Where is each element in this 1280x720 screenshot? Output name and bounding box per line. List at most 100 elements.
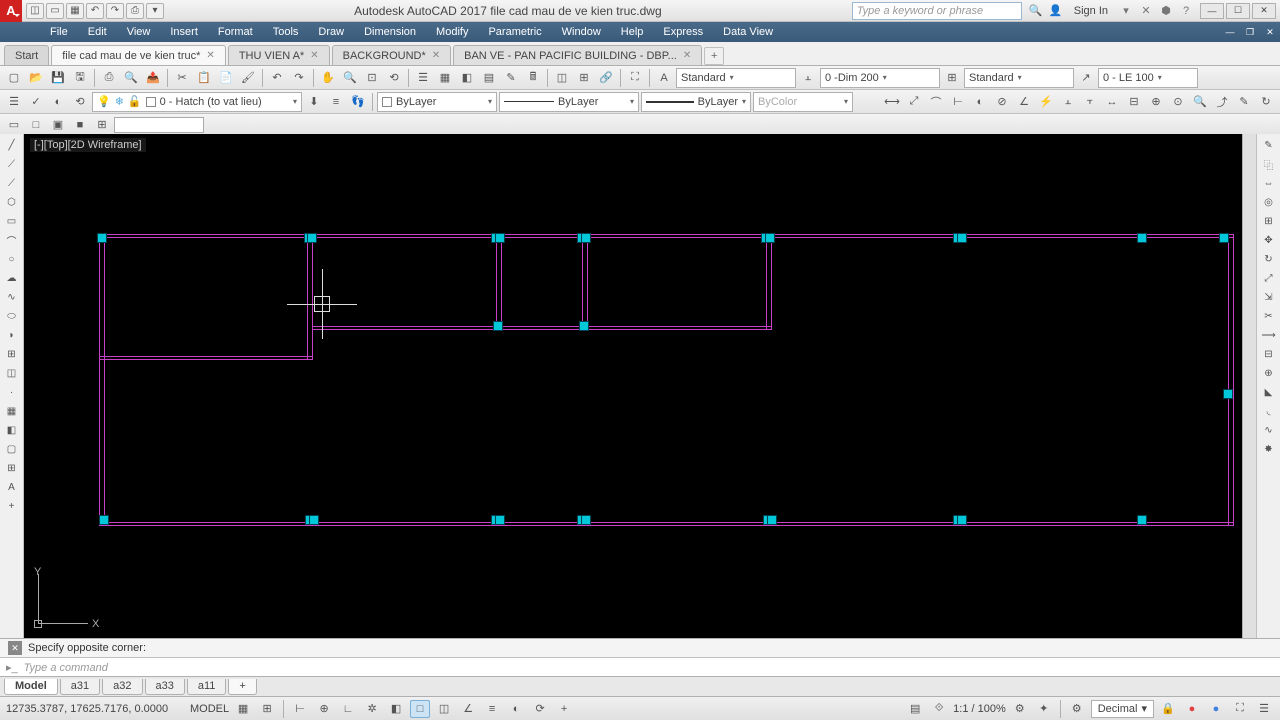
tolerance-icon[interactable]: ⊕ (1146, 92, 1166, 112)
layout-tab-2[interactable]: a32 (102, 679, 142, 695)
point-icon[interactable]: · (2, 383, 22, 401)
gradient-icon[interactable]: ◧ (2, 421, 22, 439)
circle-icon[interactable]: ○ (2, 250, 22, 268)
win-icon[interactable]: ⊞ (92, 115, 112, 135)
qcalc-icon[interactable]: 🖩 (523, 68, 543, 88)
ucs-icon[interactable]: X Y (38, 564, 98, 624)
copy-icon[interactable]: 📋 (194, 68, 214, 88)
text-style-dropdown[interactable]: Standard▾ (676, 68, 796, 88)
square-icon[interactable]: □ (26, 115, 46, 135)
dim-linear-icon[interactable]: ⟷ (882, 92, 902, 112)
tab-doc-0[interactable]: file cad mau de ve kien truc*✕ (51, 45, 226, 65)
fillet-icon[interactable]: ◟ (1259, 402, 1279, 420)
extend-icon[interactable]: ⟶ (1259, 326, 1279, 344)
save-icon[interactable]: 💾 (48, 68, 68, 88)
scale-icon[interactable]: ⤢ (1259, 269, 1279, 287)
move-icon[interactable]: ✥ (1259, 231, 1279, 249)
transparency-icon[interactable]: ◐ (506, 700, 526, 718)
tab-close-icon[interactable]: ✕ (432, 50, 440, 61)
menu-help[interactable]: Help (611, 22, 654, 42)
search-icon[interactable]: 🔍 (1028, 3, 1044, 19)
tab-add-button[interactable]: + (704, 47, 724, 65)
grid-icon[interactable]: ▦ (233, 700, 253, 718)
layer-dropdown[interactable]: 💡❄🔓 0 - Hatch (to vat lieu)▾ (92, 92, 302, 112)
dc-icon[interactable]: ▦ (435, 68, 455, 88)
table-icon[interactable]: ⊞ (2, 459, 22, 477)
color-dropdown[interactable]: ByLayer▾ (377, 92, 497, 112)
menu-dataview[interactable]: Data View (713, 22, 783, 42)
dim-aligned-icon[interactable]: ⤢ (904, 92, 924, 112)
otrack-icon[interactable]: ∠ (458, 700, 478, 718)
sheet-icon[interactable]: ▤ (479, 68, 499, 88)
dim-quick-icon[interactable]: ⚡ (1036, 92, 1056, 112)
grip[interactable] (581, 515, 591, 525)
customize-icon[interactable]: ☰ (1254, 700, 1274, 718)
paste-icon[interactable]: 📄 (216, 68, 236, 88)
blend-icon[interactable]: ∿ (1259, 421, 1279, 439)
center-mark-icon[interactable]: ⊙ (1168, 92, 1188, 112)
text-style-icon[interactable]: A (654, 68, 674, 88)
dim-angular-icon[interactable]: ∠ (1014, 92, 1034, 112)
dim-update-icon[interactable]: ↻ (1256, 92, 1276, 112)
revcloud-icon[interactable]: ☁ (2, 269, 22, 287)
close-button[interactable]: ✕ (1252, 3, 1276, 19)
isolate-icon[interactable]: ● (1206, 700, 1226, 718)
annoscale-icon[interactable]: ⟐ (929, 700, 949, 718)
grip[interactable] (495, 515, 505, 525)
menu-view[interactable]: View (117, 22, 161, 42)
grip[interactable] (1137, 233, 1147, 243)
block-icon[interactable]: ◫ (552, 68, 572, 88)
cut-icon[interactable]: ✂ (172, 68, 192, 88)
line-icon[interactable]: ╱ (2, 136, 22, 154)
hatch-icon[interactable]: ▦ (2, 402, 22, 420)
inspect-icon[interactable]: 🔍 (1190, 92, 1210, 112)
addselected-icon[interactable]: + (2, 497, 22, 515)
layout-add-button[interactable]: + (228, 679, 256, 695)
tab-close-icon[interactable]: ✕ (683, 50, 691, 61)
maximize-button[interactable]: ☐ (1226, 3, 1250, 19)
join-icon[interactable]: ⊕ (1259, 364, 1279, 382)
zoom-window-icon[interactable]: ⊡ (362, 68, 382, 88)
array-icon[interactable]: ⊞ (1259, 212, 1279, 230)
grip[interactable] (1137, 515, 1147, 525)
layer-state-icon[interactable]: ✓ (26, 92, 46, 112)
grip[interactable] (957, 515, 967, 525)
lock-icon[interactable]: 🔒 (1158, 700, 1178, 718)
layout-tab-4[interactable]: a11 (187, 679, 227, 695)
pline-icon[interactable]: ⟋ (2, 174, 22, 192)
signin-link[interactable]: Sign In (1068, 5, 1114, 17)
tab-start[interactable]: Start (4, 45, 49, 65)
fill-icon[interactable]: ■ (70, 115, 90, 135)
cmd-close-icon[interactable]: ✕ (8, 641, 22, 655)
dim-arc-icon[interactable]: ⌒ (926, 92, 946, 112)
table-style-icon[interactable]: ⊞ (942, 68, 962, 88)
dim-style-dropdown[interactable]: 0 -Dim 200▾ (820, 68, 940, 88)
units-dropdown[interactable]: Decimal▾ (1091, 700, 1154, 718)
linetype-dropdown[interactable]: ByLayer▾ (499, 92, 639, 112)
polygon-icon[interactable]: ⬡ (2, 193, 22, 211)
layer-properties-icon[interactable]: ☰ (4, 92, 24, 112)
dim-ordinate-icon[interactable]: ⊢ (948, 92, 968, 112)
polar-icon[interactable]: ✲ (362, 700, 382, 718)
menu-modify[interactable]: Modify (426, 22, 478, 42)
grip[interactable] (767, 515, 777, 525)
dim-baseline-icon[interactable]: ⫠ (1058, 92, 1078, 112)
hardware-icon[interactable]: ● (1182, 700, 1202, 718)
menu-file[interactable]: File (40, 22, 78, 42)
dim-style-icon[interactable]: ⫠ (798, 68, 818, 88)
coordinates[interactable]: 12735.3787, 17625.7176, 0.0000 (6, 703, 186, 715)
minimize-button[interactable]: — (1200, 3, 1224, 19)
3dosnap-icon[interactable]: ◫ (434, 700, 454, 718)
menu-dimension[interactable]: Dimension (354, 22, 426, 42)
annotation-icon[interactable]: ✦ (1034, 700, 1054, 718)
grip[interactable] (493, 321, 503, 331)
tab-doc-2[interactable]: BACKGROUND*✕ (332, 45, 452, 65)
small-input[interactable] (114, 117, 204, 133)
make-block-icon[interactable]: ◫ (2, 364, 22, 382)
save-icon[interactable]: ▦ (66, 3, 84, 19)
plotstyle-dropdown[interactable]: ByColor▾ (753, 92, 853, 112)
spline-icon[interactable]: ∿ (2, 288, 22, 306)
table-style-dropdown[interactable]: Standard▾ (964, 68, 1074, 88)
menu-insert[interactable]: Insert (160, 22, 208, 42)
qat-more-icon[interactable]: ▾ (146, 3, 164, 19)
